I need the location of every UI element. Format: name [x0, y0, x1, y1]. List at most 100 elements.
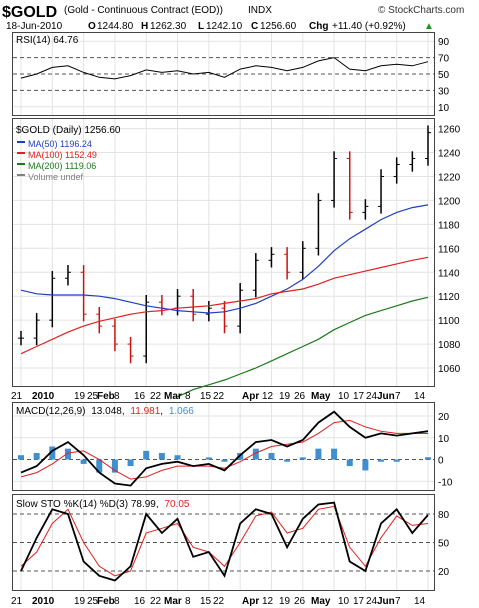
- macd-histogram-bar: [315, 448, 322, 460]
- macd-signal-line: [20, 419, 429, 480]
- x-tick-label: 22: [150, 391, 162, 402]
- x-tick-label: 26: [294, 391, 306, 402]
- symbol: $GOLD: [2, 4, 57, 21]
- macd-histogram-bar: [158, 453, 165, 460]
- macd-histogram-bar: [362, 459, 369, 471]
- y-tick-label: 20: [438, 412, 450, 423]
- chg-label: Chg: [309, 21, 328, 32]
- macd-plot: [18, 410, 431, 487]
- x-tick-label: 12: [262, 391, 274, 402]
- macd-histogram-bar: [205, 457, 212, 460]
- x-tick-label: 7: [395, 391, 401, 402]
- x-tick-label: 17: [353, 596, 365, 607]
- x-tick-label: 19: [279, 391, 291, 402]
- macd-panel-frame: [12, 402, 435, 491]
- symbol-description: (Gold - Continuous Contract (EOD)): [64, 5, 223, 16]
- ma50-line: [20, 204, 429, 314]
- high-value: 1262.30: [150, 21, 187, 32]
- sto-label-line: Slow STO %K(14) %D(3) 78.99, 70.05: [16, 499, 190, 510]
- sto-label: Slow STO %K(14) %D(3) 78.99,: [16, 499, 159, 510]
- sto-axis: 80 50 20: [438, 510, 450, 578]
- x-tick-label: Jun: [377, 596, 395, 607]
- price-panel-frame: [12, 118, 435, 387]
- x-tick-label: 24: [366, 596, 378, 607]
- x-tick-label: Mar: [164, 391, 182, 402]
- y-tick-label: 1240: [438, 149, 461, 160]
- x-tick-label: 26: [294, 596, 306, 607]
- rsi-line: [20, 57, 429, 80]
- legend-entry: MA(50) 1196.24: [28, 139, 92, 149]
- ma100-line: [20, 256, 429, 355]
- x-tick-label: 12: [262, 596, 274, 607]
- rsi-plot: [20, 57, 429, 80]
- rsi-panel-frame: [12, 32, 435, 116]
- x-tick-label: 8: [185, 596, 191, 607]
- x-tick-label: 14: [414, 391, 426, 402]
- x-tick-label: 19: [74, 596, 86, 607]
- y-tick-label: 1260: [438, 125, 461, 136]
- y-tick-label: 1060: [438, 364, 461, 375]
- y-tick-label: 1160: [438, 244, 460, 255]
- x-tick-label: 2010: [32, 596, 55, 607]
- macd-label: MACD(12,26,9): [16, 406, 85, 417]
- chart-header: $GOLD (Gold - Continuous Contract (EOD))…: [2, 4, 464, 32]
- macd-histogram-bar: [284, 459, 291, 462]
- macd-histogram-bar: [425, 457, 431, 460]
- x-tick-label: 15: [200, 391, 212, 402]
- y-tick-label: 1080: [438, 340, 461, 351]
- y-tick-label: 1180: [438, 220, 460, 231]
- sto-panel: Slow STO %K(14) %D(3) 78.99, 70.05 80 50 2…: [16, 499, 450, 582]
- watermark: © StockCharts.com: [378, 5, 464, 16]
- macd-histogram-bar: [331, 448, 338, 460]
- high-label: H: [141, 21, 148, 32]
- x-tick-label: Feb: [97, 596, 115, 607]
- macd-histogram-bar: [252, 448, 259, 460]
- x-tick-label: Apr: [242, 596, 259, 607]
- y-tick-label: 1200: [438, 196, 461, 207]
- y-tick-label: 30: [438, 86, 450, 97]
- macd-histogram-bar: [393, 459, 400, 462]
- x-tick-label: Mar: [164, 596, 182, 607]
- x-tick-label: 16: [134, 596, 146, 607]
- sto-k-line: [20, 501, 429, 582]
- legend-entry: MA(100) 1152.49: [28, 150, 97, 160]
- y-tick-label: 50: [438, 539, 450, 550]
- x-tick-label: 19: [279, 596, 291, 607]
- panel-frames: [12, 32, 435, 591]
- y-tick-label: 10: [438, 434, 450, 445]
- y-tick-label: 1140: [438, 268, 460, 279]
- x-tick-label: 22: [213, 596, 225, 607]
- rsi-label: RSI(14) 64.76: [16, 35, 79, 46]
- y-tick-label: 70: [438, 54, 450, 65]
- x-tick-label: 19: [74, 391, 86, 402]
- sto-plot: [20, 501, 429, 582]
- close-value: 1256.60: [260, 21, 297, 32]
- up-arrow-icon: ▲: [424, 21, 434, 32]
- sto-panel-frame: [12, 494, 435, 591]
- x-tick-label: 21: [11, 596, 23, 607]
- x-tick-label: 10: [338, 596, 350, 607]
- y-tick-label: 0: [438, 456, 444, 467]
- x-tick-label: May: [311, 391, 331, 402]
- y-tick-label: 50: [438, 70, 450, 81]
- macd-histogram-bar: [96, 459, 103, 473]
- low-label: L: [198, 21, 204, 32]
- macd-line: [20, 410, 429, 487]
- open-label: O: [88, 21, 96, 32]
- x-tick-label: 22: [150, 596, 162, 607]
- legend-swatch: [17, 141, 25, 143]
- macd-panel: MACD(12,26,9) 13.048, 11.981, 1.066 20 10…: [16, 406, 453, 488]
- x-tick-label: 2010: [32, 391, 55, 402]
- sto-d-line: [20, 505, 429, 577]
- x-tick-label: Feb: [97, 391, 115, 402]
- macd-histogram-bar: [111, 459, 118, 473]
- x-tick-label: Jun: [377, 391, 395, 402]
- price-axis: 1260 1240 1220 1200 1180 1160 1140 1120 1100 1080…: [438, 125, 461, 375]
- x-tick-label: 16: [134, 391, 146, 402]
- open-value: 1244.80: [97, 21, 134, 32]
- macd-label-line: MACD(12,26,9) 13.048, 11.981, 1.066: [16, 406, 194, 417]
- x-tick-label: 24: [366, 391, 378, 402]
